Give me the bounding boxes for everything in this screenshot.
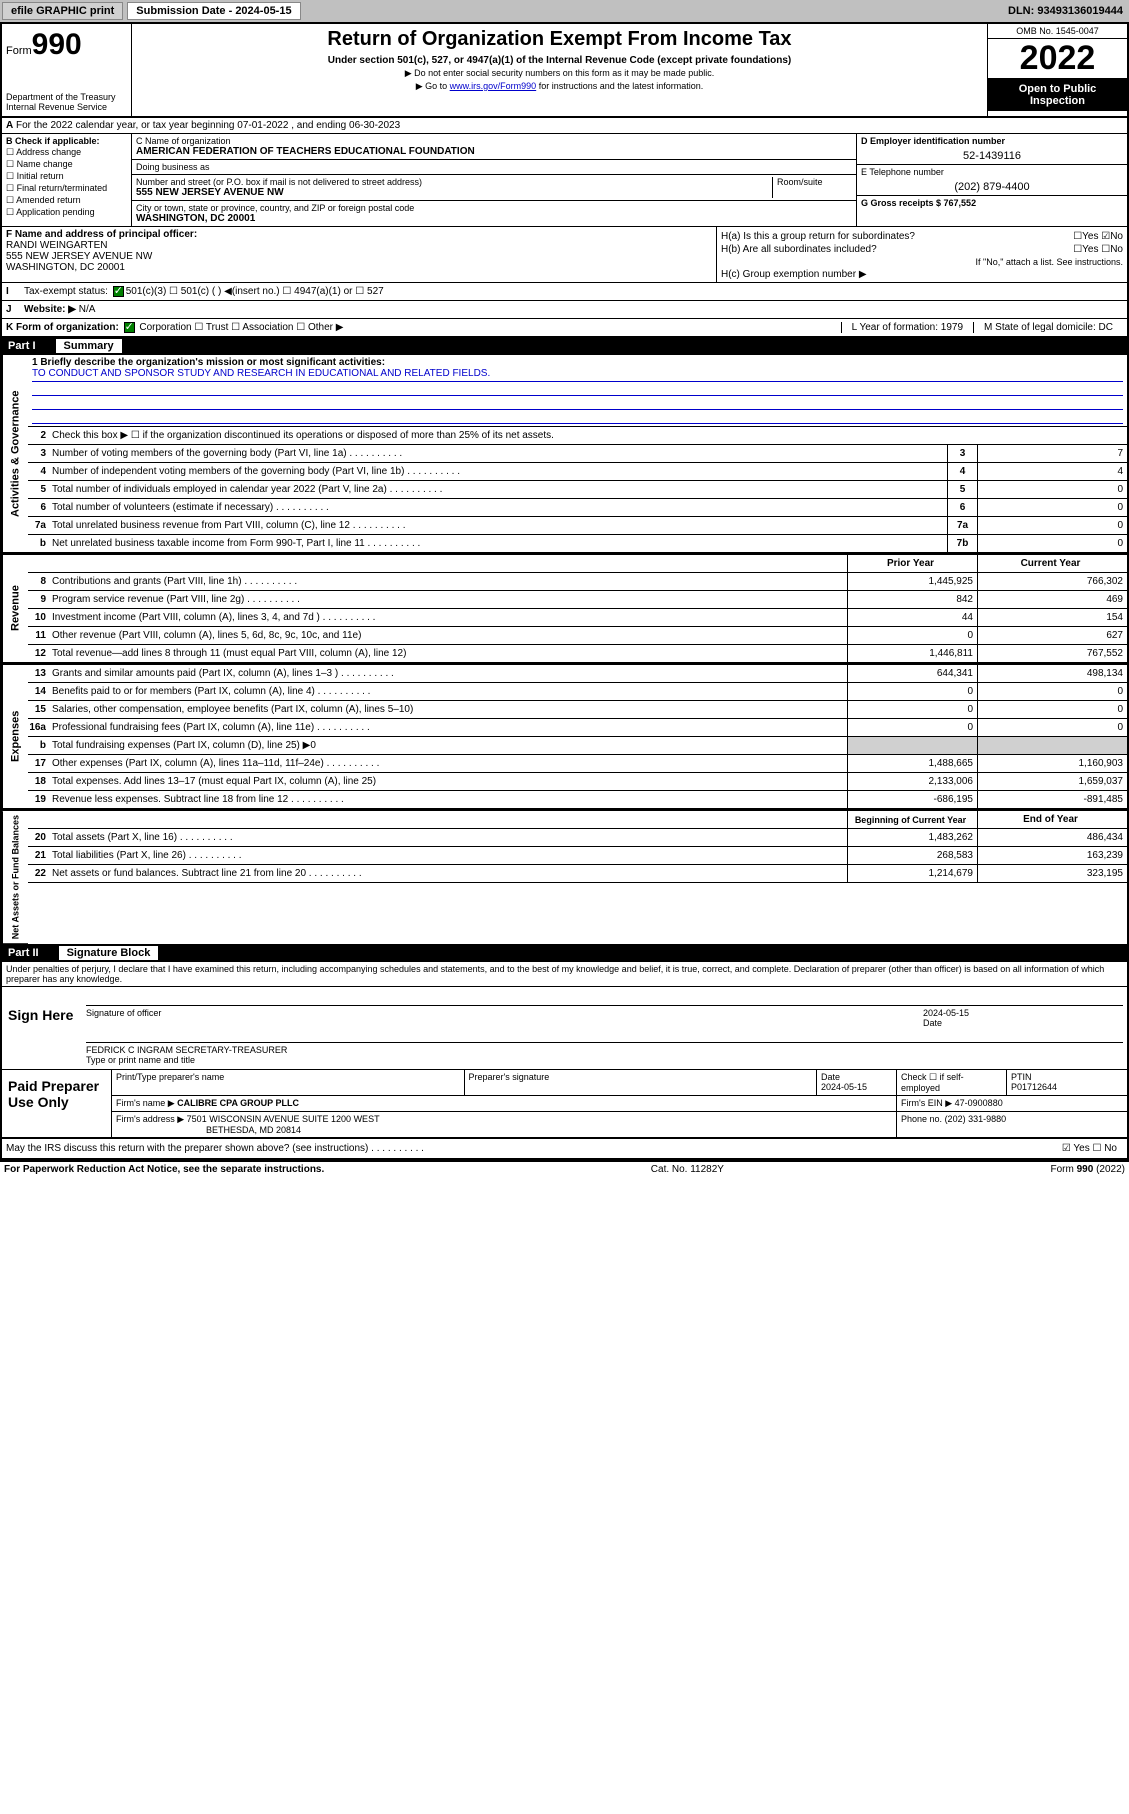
tax-year: 2022	[988, 39, 1127, 79]
side-label-balances: Net Assets or Fund Balances	[2, 811, 28, 944]
val-6: 0	[977, 499, 1127, 516]
row-a-tax-year: A For the 2022 calendar year, or tax yea…	[2, 118, 1127, 134]
hc-group-exemption: H(c) Group exemption number ▶	[721, 269, 1123, 280]
side-label-expenses: Expenses	[2, 665, 28, 809]
org-name: AMERICAN FEDERATION OF TEACHERS EDUCATIO…	[136, 146, 475, 157]
val-5: 0	[977, 481, 1127, 498]
dept-treasury: Department of the Treasury	[6, 92, 127, 102]
discuss-answer: ☑ Yes ☐ No	[973, 1143, 1123, 1154]
side-label-governance: Activities & Governance	[2, 355, 28, 553]
submission-date: Submission Date - 2024-05-15	[127, 2, 300, 20]
part-2-header: Part IISignature Block	[2, 944, 1127, 962]
top-bar: efile GRAPHIC print Submission Date - 20…	[0, 0, 1129, 22]
paid-preparer-label: Paid Preparer Use Only	[2, 1070, 112, 1137]
omb-number: OMB No. 1545-0047	[988, 24, 1127, 39]
subtitle-1: Under section 501(c), 527, or 4947(a)(1)…	[136, 55, 983, 66]
form-number: Form990	[6, 28, 127, 62]
state-domicile: M State of legal domicile: DC	[973, 322, 1123, 333]
officer-signature-name: FEDRICK C INGRAM SECRETARY-TREASURER	[86, 1045, 287, 1055]
firm-ein: 47-0900880	[955, 1098, 1003, 1108]
ptin: P01712644	[1011, 1082, 1057, 1092]
firm-name: CALIBRE CPA GROUP PLLC	[177, 1098, 299, 1108]
chk-address-change[interactable]: ☐ Address change	[6, 147, 127, 158]
hb-answer: ☐Yes ☐No	[1073, 244, 1123, 255]
efile-print-button[interactable]: efile GRAPHIC print	[2, 2, 123, 20]
chk-amended[interactable]: ☐ Amended return	[6, 195, 127, 206]
penalty-statement: Under penalties of perjury, I declare th…	[2, 962, 1127, 987]
irs-link[interactable]: www.irs.gov/Form990	[450, 81, 537, 91]
val-4: 4	[977, 463, 1127, 480]
rev-8-current: 766,302	[977, 573, 1127, 590]
tax-status-options: 501(c)(3) ☐ 501(c) ( ) ◀(insert no.) ☐ 4…	[126, 286, 384, 297]
val-7b: 0	[977, 535, 1127, 552]
year-formation: L Year of formation: 1979	[841, 322, 973, 333]
website: N/A	[79, 304, 96, 315]
officer-addr1: 555 NEW JERSEY AVENUE NW	[6, 251, 152, 262]
val-3: 7	[977, 445, 1127, 462]
subtitle-3: ▶ Go to www.irs.gov/Form990 for instruct…	[136, 81, 983, 92]
form-body: Form990 Department of the Treasury Inter…	[0, 22, 1129, 1162]
footer: For Paperwork Reduction Act Notice, see …	[0, 1162, 1129, 1177]
subtitle-2: ▶ Do not enter social security numbers o…	[136, 68, 983, 79]
val-7a: 0	[977, 517, 1127, 534]
side-label-revenue: Revenue	[2, 555, 28, 663]
chk-app-pending[interactable]: ☐ Application pending	[6, 207, 127, 218]
telephone: (202) 879-4400	[861, 181, 1123, 193]
ha-answer: ☐Yes ☑No	[1073, 231, 1123, 242]
city-state-zip: WASHINGTON, DC 20001	[136, 213, 255, 224]
firm-address: 7501 WISCONSIN AVENUE SUITE 1200 WEST	[187, 1114, 380, 1124]
prep-date: 2024-05-15	[821, 1082, 867, 1092]
ein: 52-1439116	[861, 150, 1123, 162]
dba-label: Doing business as	[132, 160, 856, 175]
chk-corporation[interactable]	[124, 322, 135, 333]
chk-name-change[interactable]: ☐ Name change	[6, 159, 127, 170]
sign-date: 2024-05-15Date	[923, 1008, 1123, 1028]
firm-phone: (202) 331-9880	[945, 1114, 1007, 1124]
chk-501c3[interactable]	[113, 286, 124, 297]
form-title: Return of Organization Exempt From Incom…	[136, 28, 983, 51]
mission-text: TO CONDUCT AND SPONSOR STUDY AND RESEARC…	[32, 368, 1123, 382]
open-public-badge: Open to Public Inspection	[988, 79, 1127, 111]
rev-8-prior: 1,445,925	[847, 573, 977, 590]
room-suite: Room/suite	[772, 177, 852, 198]
officer-addr2: WASHINGTON, DC 20001	[6, 262, 125, 273]
gross-receipts: G Gross receipts $ 767,552	[861, 198, 976, 208]
irs-label: Internal Revenue Service	[6, 102, 127, 112]
chk-initial-return[interactable]: ☐ Initial return	[6, 171, 127, 182]
chk-final-return[interactable]: ☐ Final return/terminated	[6, 183, 127, 194]
part-1-header: Part ISummary	[2, 337, 1127, 355]
sign-here-label: Sign Here	[2, 987, 82, 1069]
col-b-checkboxes: B Check if applicable: ☐ Address change …	[2, 134, 132, 226]
officer-name: RANDI WEINGARTEN	[6, 240, 108, 251]
street-address: 555 NEW JERSEY AVENUE NW	[136, 187, 284, 198]
dln: DLN: 93493136019444	[1008, 5, 1127, 17]
